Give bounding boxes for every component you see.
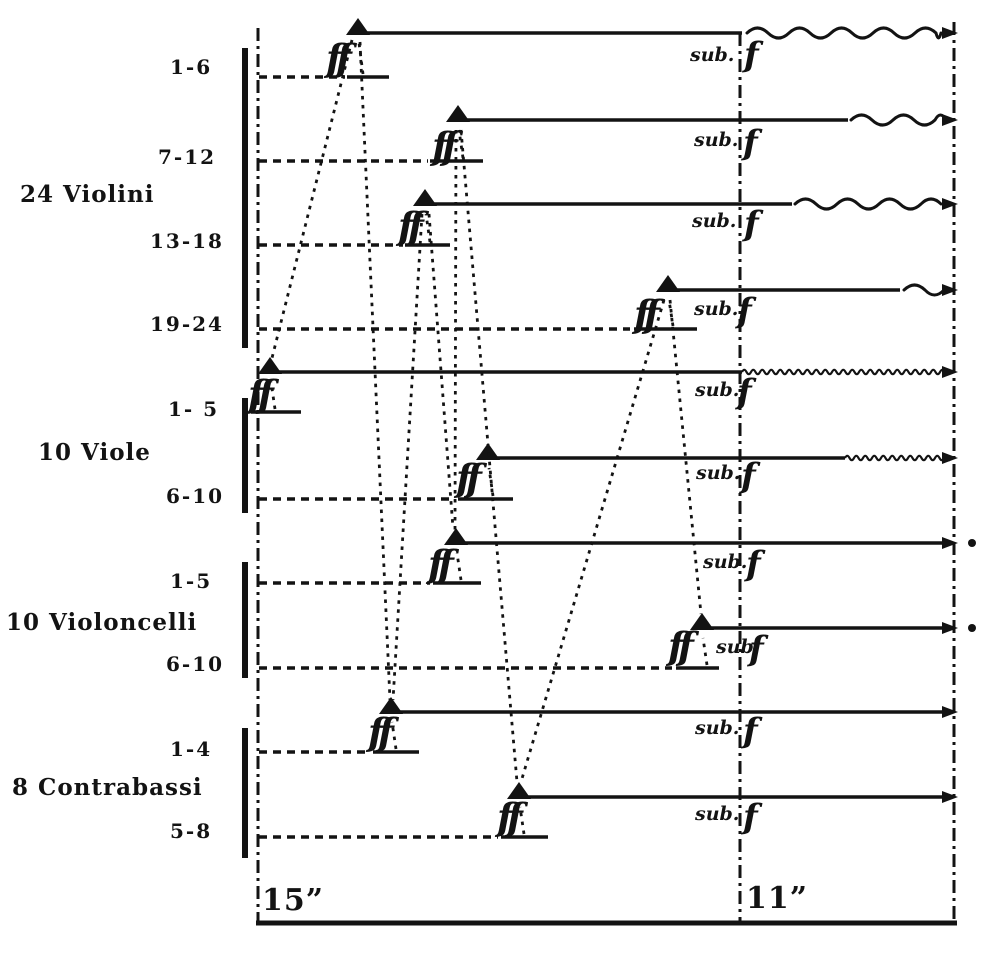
entry-connector-dotted <box>358 41 392 701</box>
peak-riser-dotted <box>390 721 398 750</box>
f-dynamic: f <box>743 123 758 163</box>
subito-label: sub. <box>696 462 741 484</box>
entry-connector-dotted <box>453 129 458 531</box>
attack-peak-triangle <box>507 782 531 799</box>
f-dynamic: f <box>743 711 758 751</box>
entry-connector-dotted <box>668 299 703 615</box>
ff-dynamic: ff <box>398 204 424 248</box>
trill-zigzag-line <box>844 454 952 462</box>
peak-riser-dotted <box>457 129 465 159</box>
desk-range-label: 13-18 <box>150 229 224 253</box>
vibrato-wave-line <box>849 113 948 127</box>
group-label: 8 Contrabassi <box>12 774 203 801</box>
continuation-arrow <box>942 198 958 210</box>
attack-peak-triangle <box>446 105 470 122</box>
f-dynamic: f <box>749 629 764 669</box>
subito-label: sub. <box>695 379 740 401</box>
duration-label: 11” <box>746 881 809 916</box>
desk-range-label: 1-5 <box>170 569 213 593</box>
subito-label: sub <box>716 636 754 658</box>
continuation-arrow <box>942 27 958 39</box>
desk-range-label: 1-4 <box>170 737 213 761</box>
ff-dynamic: ff <box>432 124 458 168</box>
subito-label: sub. <box>703 551 748 573</box>
subito-label: sub. <box>692 210 737 232</box>
continuation-arrow <box>942 114 958 126</box>
duration-label: 15” <box>262 883 325 918</box>
attack-peak-triangle <box>413 189 437 206</box>
desk-range-label: 6-10 <box>166 484 225 508</box>
peak-riser-dotted <box>424 213 432 243</box>
desk-range-label: 1- 5 <box>168 397 220 421</box>
peak-riser-dotted <box>269 381 277 410</box>
vibrato-wave-line <box>902 283 946 297</box>
peak-riser-dotted <box>701 637 709 666</box>
continuation-dot <box>968 624 976 632</box>
continuation-arrow <box>942 284 958 296</box>
attack-peak-triangle <box>476 443 500 460</box>
ff-dynamic: ff <box>428 542 454 586</box>
desk-range-label: 19-24 <box>150 312 224 336</box>
group-label: 10 Viole <box>38 439 151 466</box>
f-dynamic: f <box>737 291 752 331</box>
attack-peak-triangle <box>656 275 680 292</box>
vibrato-wave-line <box>793 197 943 211</box>
ff-dynamic: ff <box>634 292 660 336</box>
entry-connector-dotted <box>391 213 424 701</box>
ff-dynamic: ff <box>368 710 394 754</box>
peak-riser-dotted <box>455 552 463 581</box>
entry-connector-dotted <box>519 299 666 783</box>
attack-peak-triangle <box>690 613 714 630</box>
continuation-arrow <box>942 622 958 634</box>
entry-connector-dotted <box>427 213 455 529</box>
continuation-arrow <box>942 366 958 378</box>
ff-dynamic: ff <box>497 795 523 839</box>
desk-range-label: 6-10 <box>166 652 225 676</box>
continuation-arrow <box>942 452 958 464</box>
subito-label: sub. <box>694 129 739 151</box>
f-dynamic: f <box>744 35 759 75</box>
attack-peak-triangle <box>379 697 403 714</box>
f-dynamic: f <box>741 456 756 496</box>
desk-range-label: 7-12 <box>158 145 217 169</box>
trill-zigzag-line <box>741 368 950 376</box>
group-label: 24 Violini <box>20 181 155 208</box>
group-label: 10 Violoncelli <box>6 609 198 636</box>
attack-peak-triangle <box>444 528 468 545</box>
continuation-arrow <box>942 537 958 549</box>
peak-riser-dotted <box>518 806 526 835</box>
continuation-dot <box>968 539 976 547</box>
entry-connector-dotted <box>459 129 519 783</box>
ff-dynamic: ff <box>326 36 352 80</box>
subito-label: sub. <box>695 803 740 825</box>
attack-peak-triangle <box>346 18 370 35</box>
ff-dynamic: ff <box>456 456 482 500</box>
entry-connector-dotted <box>270 39 354 359</box>
subito-label: sub. <box>695 717 740 739</box>
peak-riser-dotted <box>667 299 675 327</box>
ff-dynamic: ff <box>668 624 694 668</box>
subito-label: sub. <box>690 44 735 66</box>
continuation-arrow <box>942 791 958 803</box>
continuation-arrow <box>942 706 958 718</box>
ff-dynamic: ff <box>248 372 274 416</box>
f-dynamic: f <box>743 797 758 837</box>
f-dynamic: f <box>737 372 752 412</box>
attack-peak-triangle <box>258 357 282 374</box>
vibrato-wave-line <box>745 26 943 40</box>
desk-range-label: 5-8 <box>170 819 213 843</box>
subito-label: sub. <box>694 298 739 320</box>
desk-range-label: 1-6 <box>170 55 213 79</box>
f-dynamic: f <box>746 544 761 584</box>
f-dynamic: f <box>744 204 759 244</box>
